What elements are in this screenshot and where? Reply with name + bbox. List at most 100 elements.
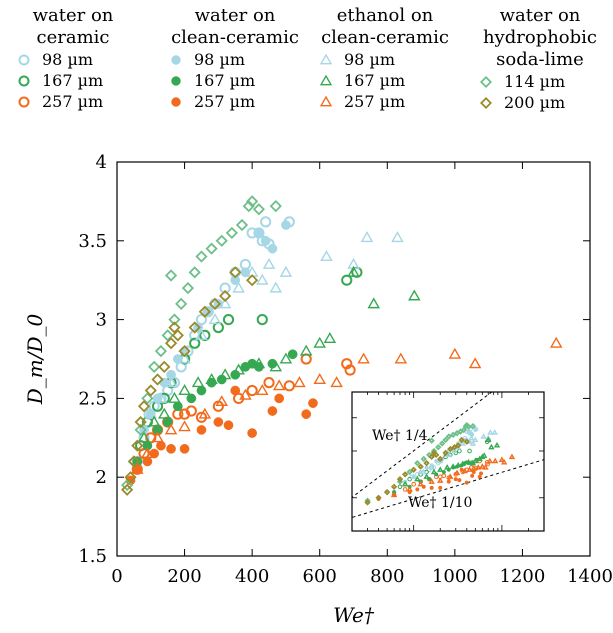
data-point	[186, 393, 197, 404]
inset-series-hs200	[364, 436, 470, 506]
data-point	[154, 345, 168, 358]
inset-data-point	[447, 445, 454, 453]
data-point	[281, 220, 291, 230]
legend-entry-label: 167 µm	[42, 71, 103, 90]
inset-data-point	[420, 468, 427, 475]
data-point	[178, 345, 191, 358]
data-point	[229, 266, 242, 279]
inset-data-point	[482, 464, 489, 470]
data-point	[274, 393, 285, 404]
data-point	[242, 200, 255, 213]
inset-series-ecc167	[401, 436, 501, 487]
series-wc257	[131, 353, 356, 475]
data-point	[300, 353, 312, 365]
data-point	[468, 357, 482, 369]
data-point	[267, 406, 278, 416]
data-point	[171, 329, 184, 342]
legend-entry-label: 257 µm	[194, 92, 255, 111]
inset-data-point	[402, 487, 408, 492]
data-point	[139, 425, 149, 435]
inset-data-point	[428, 437, 435, 444]
data-point	[151, 431, 164, 443]
inset-data-point	[459, 440, 466, 446]
data-point	[225, 226, 238, 240]
data-point	[235, 218, 249, 232]
data-point	[222, 314, 235, 326]
data-point	[158, 360, 171, 373]
inset-data-point	[434, 458, 439, 464]
data-point	[141, 392, 154, 405]
inset-plot: We† 1/4 We† 1/10	[351, 391, 545, 532]
series-ecc167	[137, 265, 421, 443]
data-point	[344, 364, 356, 376]
inset-data-point	[455, 461, 462, 468]
data-point	[147, 415, 161, 427]
data-point	[178, 384, 191, 396]
legend-entry-label: 200 µm	[504, 93, 565, 112]
data-point	[299, 344, 313, 356]
x-tick-label: 0	[111, 566, 122, 587]
inset-data-point	[437, 455, 444, 463]
legend-entry-label: 98 µm	[194, 50, 245, 69]
data-point	[408, 289, 421, 301]
data-point	[198, 407, 212, 419]
inset-data-point	[471, 469, 476, 475]
inset-data-point	[442, 436, 449, 444]
inset-data-point	[428, 478, 435, 484]
inset-data-point	[461, 467, 469, 474]
legend-group-title: hydrophobic	[483, 27, 597, 48]
data-point	[178, 352, 191, 364]
data-point	[175, 297, 188, 310]
data-point	[127, 455, 140, 468]
x-tick-label: 800	[370, 566, 404, 587]
data-point	[195, 250, 208, 263]
data-point	[131, 439, 144, 452]
data-point	[131, 462, 144, 474]
data-point	[196, 385, 207, 396]
inset-data-point	[401, 480, 409, 487]
slope-tenth-line	[352, 459, 544, 518]
legend-marker	[18, 75, 30, 87]
inset-data-point	[390, 483, 398, 490]
data-point	[269, 281, 283, 293]
x-tick-label: 600	[303, 566, 337, 587]
data-point	[230, 275, 241, 286]
inset-data-point	[414, 459, 421, 467]
inset-data-point	[417, 463, 424, 470]
data-point	[263, 377, 275, 389]
data-point	[218, 297, 232, 309]
inset-data-point	[470, 464, 477, 471]
inset-data-point	[486, 457, 494, 464]
data-point	[205, 242, 218, 255]
inset-data-point	[480, 433, 487, 439]
inset-data-point	[446, 479, 451, 484]
data-point	[301, 409, 312, 420]
inset-data-point	[406, 468, 413, 476]
y-tick-label: 2.5	[78, 388, 107, 409]
inset-data-point	[397, 484, 403, 490]
data-point	[164, 423, 178, 435]
data-point	[260, 235, 271, 246]
data-point	[391, 231, 404, 243]
inset-data-point	[455, 442, 462, 449]
data-point	[121, 483, 134, 496]
inset-data-point	[437, 466, 444, 472]
inset-data-point	[488, 443, 495, 450]
legend-group-title: clean-ceramic	[321, 27, 449, 48]
y-tick-label: 1.5	[78, 546, 107, 567]
inset-data-point	[410, 466, 417, 473]
inset-data-point	[460, 426, 467, 434]
data-point	[313, 336, 326, 348]
data-point	[198, 305, 211, 318]
inset-data-point	[464, 480, 469, 485]
data-point	[205, 373, 218, 384]
data-point	[172, 401, 183, 412]
inset-data-point	[430, 468, 438, 475]
inset-data-point	[447, 473, 454, 479]
legend-marker	[18, 96, 30, 108]
data-point	[357, 352, 370, 364]
data-point	[144, 407, 158, 419]
data-point	[267, 243, 278, 254]
